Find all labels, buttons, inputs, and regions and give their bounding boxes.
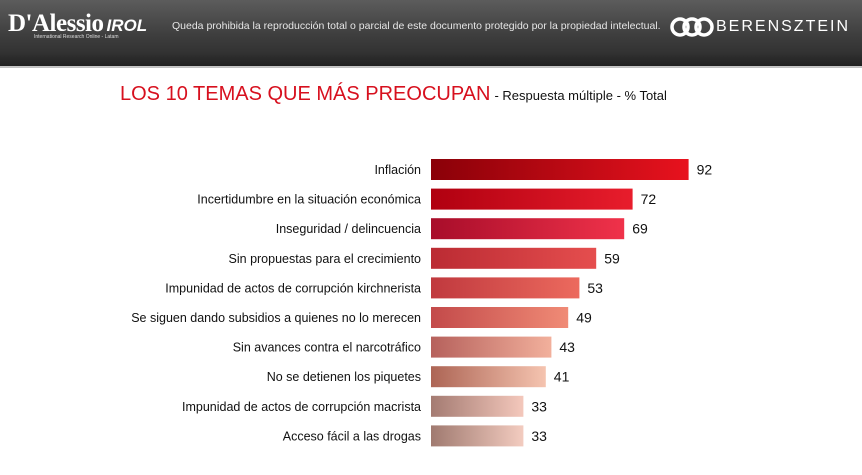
header-bar: D'Alessio IROL International Research Onl… bbox=[0, 0, 862, 68]
brand-suffix: IROL bbox=[106, 16, 148, 35]
bar bbox=[431, 159, 689, 180]
category-label: Se siguen dando subsidios a quienes no l… bbox=[131, 311, 421, 325]
bar bbox=[431, 425, 524, 447]
bar bbox=[431, 188, 633, 210]
category-label: Impunidad de actos de corrupción kirchne… bbox=[165, 281, 421, 295]
data-label: 72 bbox=[641, 191, 657, 207]
header-shadow bbox=[0, 52, 862, 68]
data-label: 59 bbox=[604, 250, 620, 266]
category-label: Incertidumbre en la situación económica bbox=[197, 193, 421, 207]
chart-title-row: LOS 10 TEMAS QUE MÁS PREOCUPAN - Respuest… bbox=[120, 83, 667, 106]
category-label: Sin propuestas para el crecimiento bbox=[229, 252, 422, 266]
data-label: 43 bbox=[559, 339, 575, 355]
category-label: Impunidad de actos de corrupción macrist… bbox=[182, 400, 421, 414]
berensztein-logo-icon bbox=[670, 17, 714, 37]
data-label: 33 bbox=[531, 428, 547, 444]
bar bbox=[431, 366, 546, 388]
brand-name: D'Alessio bbox=[8, 10, 104, 37]
chart-title: LOS 10 TEMAS QUE MÁS PREOCUPAN bbox=[120, 83, 491, 105]
bar bbox=[431, 395, 524, 417]
data-label: 49 bbox=[576, 310, 592, 326]
dalessio-logo: D'Alessio IROL International Research Onl… bbox=[8, 10, 148, 40]
category-label: Inseguridad / delincuencia bbox=[276, 222, 421, 236]
data-label: 92 bbox=[697, 162, 713, 178]
data-label: 33 bbox=[531, 398, 547, 414]
category-label: Inflación bbox=[374, 163, 421, 177]
bar bbox=[431, 218, 625, 240]
data-label: 53 bbox=[587, 280, 603, 296]
brand-tagline: International Research Online - Latam bbox=[34, 34, 119, 40]
category-label: Sin avances contra el narcotráfico bbox=[233, 341, 421, 355]
data-label: 69 bbox=[632, 221, 648, 237]
bar bbox=[431, 247, 597, 269]
bar bbox=[431, 336, 552, 358]
bar-chart: Inflación 92 Incertidumbre en la situación… bbox=[131, 159, 713, 447]
chart-subtitle: - Respuesta múltiple - % Total bbox=[494, 88, 667, 103]
bar bbox=[431, 307, 569, 328]
category-label: No se detienen los piquetes bbox=[267, 370, 421, 384]
category-label: Acceso fácil a las drogas bbox=[283, 429, 421, 443]
copyright-disclaimer: Queda prohibida la reproducción total o … bbox=[172, 20, 661, 32]
data-label: 41 bbox=[554, 369, 570, 385]
partner-wordmark: BERENSZTEIN bbox=[716, 18, 851, 35]
bar bbox=[431, 277, 580, 299]
